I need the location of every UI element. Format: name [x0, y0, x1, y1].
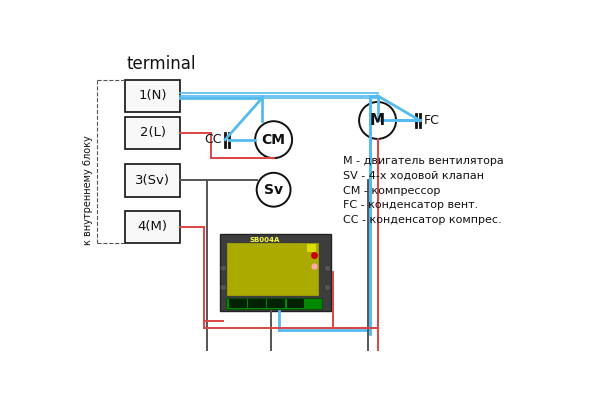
Bar: [248, 299, 266, 309]
Bar: [267, 299, 285, 309]
Circle shape: [221, 265, 227, 271]
Text: SB004A: SB004A: [250, 237, 280, 243]
Circle shape: [257, 173, 290, 207]
Bar: [229, 299, 247, 309]
Text: к внутреннему блоку: к внутреннему блоку: [83, 135, 93, 245]
Text: CM - компрессор: CM - компрессор: [343, 186, 441, 195]
Text: FC: FC: [424, 114, 439, 127]
Text: CC - конденсатор компрес.: CC - конденсатор компрес.: [343, 215, 502, 225]
Text: M - двигатель вентилятора: M - двигатель вентилятора: [343, 156, 504, 166]
Circle shape: [221, 284, 227, 291]
Bar: [287, 299, 304, 309]
Bar: [125, 164, 181, 197]
Text: 4(M): 4(M): [138, 220, 168, 233]
Circle shape: [324, 284, 331, 291]
Bar: [125, 80, 181, 112]
Text: 2(L): 2(L): [140, 126, 165, 139]
Text: Sv: Sv: [264, 183, 283, 197]
Text: 1(N): 1(N): [139, 89, 167, 102]
Text: terminal: terminal: [127, 55, 196, 73]
Text: CM: CM: [262, 133, 285, 147]
Text: M: M: [370, 113, 385, 128]
Bar: [226, 298, 322, 309]
Circle shape: [359, 102, 396, 139]
Circle shape: [324, 265, 331, 271]
Text: 3(Sv): 3(Sv): [135, 174, 170, 187]
Bar: [307, 244, 316, 252]
Bar: [220, 234, 331, 310]
Bar: [125, 117, 181, 149]
Text: SV - 4-х ходовой клапан: SV - 4-х ходовой клапан: [343, 171, 484, 181]
Text: FC - конденсатор вент.: FC - конденсатор вент.: [343, 200, 478, 210]
Text: CC: CC: [204, 133, 222, 146]
Circle shape: [255, 121, 292, 158]
Bar: [125, 210, 181, 243]
Bar: [227, 243, 318, 295]
